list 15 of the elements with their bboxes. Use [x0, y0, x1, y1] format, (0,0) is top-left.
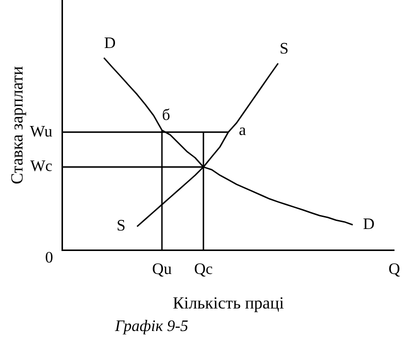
text: 0 [45, 249, 54, 266]
x-axis-title: Кількість праці [172, 293, 284, 312]
x-tick-label: Qu [152, 261, 172, 278]
text: S [116, 218, 126, 235]
text: D [362, 216, 375, 233]
text: Графік 9-5 [114, 318, 190, 336]
series-label: D [104, 34, 116, 52]
x-tick-label: Q [388, 261, 400, 278]
annotation: a [238, 122, 246, 140]
series-label: Wu [30, 123, 52, 140]
annotation: б [162, 106, 170, 124]
y-axis-title: Ставка зарплати [8, 66, 27, 184]
series-label: Wc [30, 158, 52, 176]
series-label: S [280, 40, 289, 58]
x-tick-label: Qc [194, 261, 213, 278]
